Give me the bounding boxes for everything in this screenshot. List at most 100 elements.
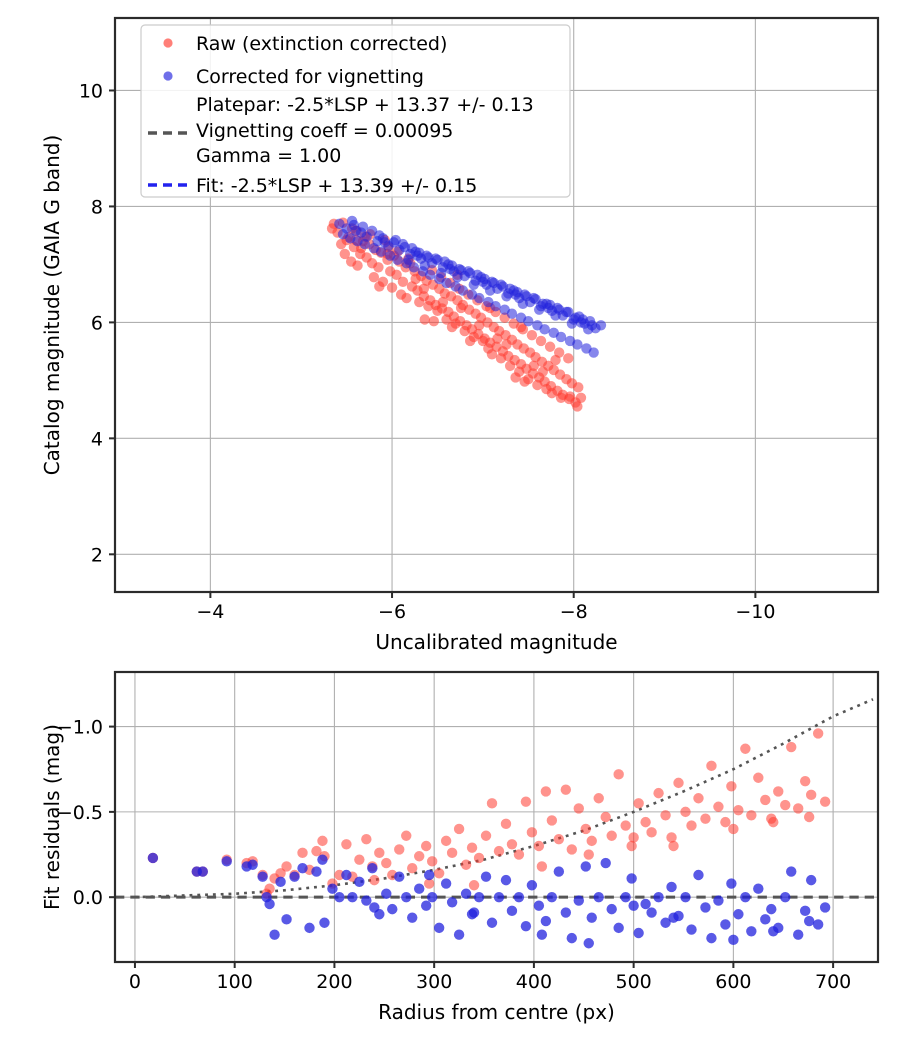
data-point [693,869,704,881]
data-point [546,387,558,399]
data-point [350,225,361,236]
data-point [535,335,547,347]
data-point [640,898,651,910]
data-point [367,862,378,874]
data-point [446,321,458,333]
data-point [474,292,485,304]
data-point [595,320,607,331]
data-point [430,253,441,264]
data-point [686,820,697,831]
legend-entry-label: Fit: -2.5*LSP + 13.39 +/- 0.15 [196,175,477,197]
data-point [550,310,561,321]
data-point [492,333,503,344]
data-point [403,254,414,265]
data-point [341,839,352,850]
data-point [537,366,549,377]
data-point [803,811,815,823]
axes-magnitude-fit: −4 −6 −8 −10 2 4 6 8 10 Uncalibrated magnitude C… [40,16,880,654]
legend-marker-swatch [163,38,173,48]
data-point [257,871,268,882]
x-tick-label: 0 [129,971,141,993]
clipped-data-group [115,698,878,949]
data-point [446,897,458,908]
data-point [799,905,811,917]
clipped-data-group [326,215,607,412]
data-point [673,777,684,789]
data-point [414,883,425,894]
data-point [726,878,737,889]
data-point [375,246,387,257]
legend-top[interactable]: Raw (extinction corrected) Corrected for … [140,24,571,198]
axes-frame-top [113,16,880,594]
data-point [391,269,402,281]
y-tick-label: 10 [79,80,103,102]
data-point [686,924,697,935]
data-point [460,859,472,870]
data-point [500,818,512,830]
data-point [440,835,452,847]
data-point [373,262,384,273]
data-point [423,878,435,889]
x-axis-label-top: Uncalibrated magnitude [375,630,617,654]
data-point [583,324,594,335]
data-point [666,832,677,843]
data-point [575,392,587,403]
data-point [588,347,599,358]
data-point [753,772,764,783]
data-point [426,856,438,867]
data-point [580,861,591,872]
data-point [555,392,567,403]
data-point [247,859,258,870]
data-point [473,852,485,864]
axes-fit-residuals: 0 100 200 300 400 500 600 700 0.0 −0.5 −1.0 Radius… [40,670,880,1024]
x-tick-label: −4 [196,601,224,623]
legend-entry-label: Platepar: -2.5*LSP + 13.37 +/- 0.13 [196,94,534,116]
data-point [600,857,611,869]
data-point [563,353,574,364]
data-point [368,271,380,283]
data-point [519,376,530,387]
data-point [440,878,452,889]
y-tick-label: 8 [91,196,103,218]
data-point [495,279,507,290]
data-point [433,922,445,934]
data-point [275,868,286,879]
data-point [474,320,485,331]
data-point [573,803,584,814]
data-point [533,840,545,852]
data-point [803,915,815,927]
legend-entry-label: Gamma = 1.00 [196,145,341,167]
data-point [633,927,644,939]
data-point [468,279,479,290]
data-point [381,857,392,869]
data-point [626,840,637,852]
data-point [459,325,470,337]
data-point [480,830,492,841]
x-tick-label: 600 [715,971,751,993]
data-point [386,282,398,293]
data-point [586,835,597,847]
data-point [793,929,804,940]
data-point [583,849,594,860]
x-tick-label: 200 [316,971,352,993]
data-point [620,891,631,903]
data-point [504,360,516,372]
data-point [646,827,657,838]
x-tick-label: 400 [516,971,552,993]
data-point [361,833,372,845]
y-tick-label: 2 [91,544,103,566]
data-point [397,276,409,288]
data-point [441,277,452,289]
data-point [354,854,365,865]
data-point [281,914,292,925]
data-point [414,851,425,862]
data-point [786,741,797,753]
x-tick-label: 500 [616,971,652,993]
data-point [560,907,572,918]
data-point [394,871,405,882]
data-point [347,891,358,903]
data-point [526,880,538,891]
data-point [346,215,358,227]
data-point [573,382,584,393]
data-point [768,926,779,937]
